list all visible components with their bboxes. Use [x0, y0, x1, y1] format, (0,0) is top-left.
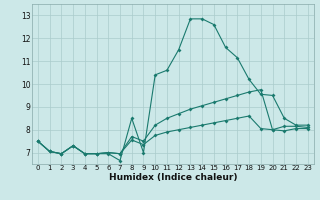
- X-axis label: Humidex (Indice chaleur): Humidex (Indice chaleur): [108, 173, 237, 182]
